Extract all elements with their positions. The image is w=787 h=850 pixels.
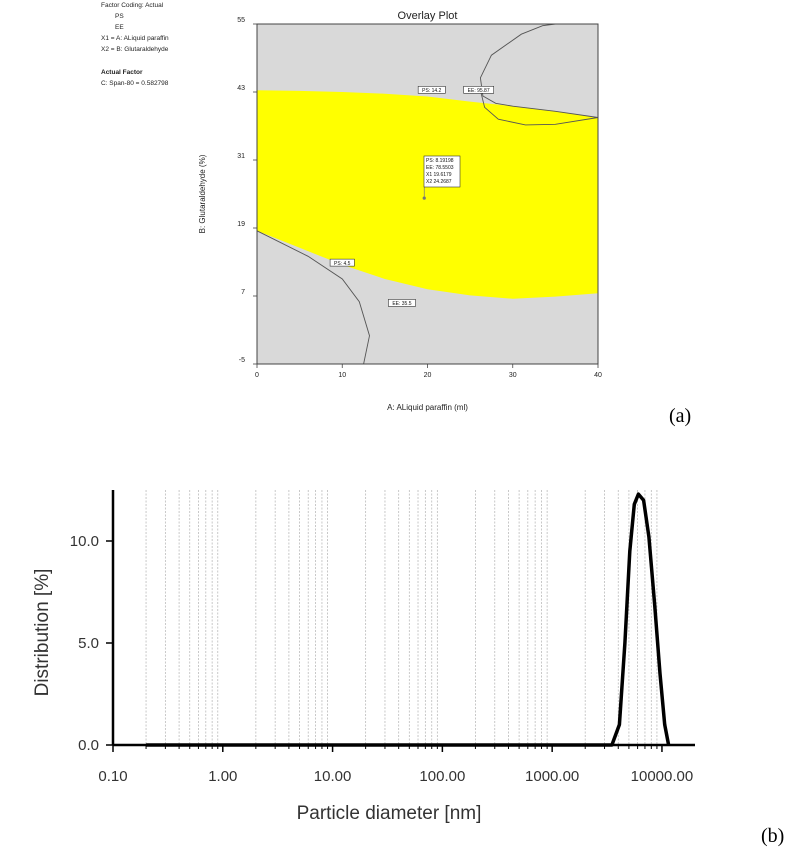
flag-line-1: EE: 78.5503 [426, 165, 454, 171]
y-tick-label-b-0: 0.0 [78, 737, 99, 754]
contour-label-box-3 [388, 299, 416, 307]
legend-x2: X2 = B: Glutaraldehyde [101, 46, 169, 53]
flag-box [423, 155, 461, 188]
distribution-plot: 0.10 1.00 10.00 100.00 1000.00 10000.00 0.0 5.0… [32, 490, 695, 824]
y-tick-label-a-5: 55 [237, 17, 245, 24]
flag-point [422, 196, 426, 200]
contour-line-1 [479, 90, 599, 126]
distribution-series-line [146, 492, 671, 747]
x-tick-label-b-0: 0.10 [98, 768, 127, 785]
flag-line-3: X2 24.2687 [426, 179, 452, 185]
contour-label-2: PS: 4.5 [334, 261, 351, 267]
chart-b-xlabel: Particle diameter [nm] [297, 803, 482, 824]
y-tick-label-a-4: 43 [237, 85, 245, 92]
legend-actual-value: C: Span-80 = 0.582798 [101, 80, 169, 87]
y-tick-label-a-0: -5 [239, 357, 245, 364]
flag-line-0: PS: 8.19198 [426, 158, 454, 164]
contour-label-3: EE: 35.5 [392, 301, 411, 307]
contour-line-2 [256, 230, 370, 365]
x-tick-label-b-2: 10.00 [314, 768, 352, 785]
y-tick-label-a-3: 31 [237, 153, 245, 160]
x-tick-label-a-2: 20 [424, 372, 432, 379]
y-tick-label-b-2: 10.0 [70, 533, 99, 550]
x-tick-label-b-3: 100.00 [419, 768, 465, 785]
x-tick-label-a-4: 40 [594, 372, 602, 379]
legend-x1: X1 = A: ALiquid paraffin [101, 35, 169, 42]
legend-response-ps: PS [115, 13, 124, 20]
x-tick-label-b-4: 1000.00 [525, 768, 579, 785]
chart-a-ylabel: B: Glutaraldehyde (%) [198, 154, 207, 233]
contour-label-0: PS: 14.2 [422, 88, 441, 94]
legend-factor-coding: Factor Coding: Actual [101, 2, 164, 9]
chart-a-xlabel: A: ALiquid paraffin (ml) [387, 403, 468, 412]
chart-b-ylabel: Distribution [%] [32, 569, 53, 697]
x-tick-label-a-3: 30 [509, 372, 517, 379]
y-tick-label-a-2: 19 [237, 221, 245, 228]
panel-label-b: (b) [761, 825, 785, 847]
legend-actual-heading: Actual Factor [101, 69, 143, 76]
x-tick-label-b-1: 1.00 [208, 768, 237, 785]
panel-label-a: (a) [669, 405, 692, 427]
x-tick-label-a-1: 10 [338, 372, 346, 379]
feasible-region [257, 90, 598, 299]
flag-line-2: X1 19.6179 [426, 172, 452, 178]
contour-label-1: EE: 95.87 [468, 88, 490, 94]
y-tick-label-b-1: 5.0 [78, 635, 99, 652]
overlay-plot: PS: 14.2 EE: 95.87 PS: 4.5 EE: 35.5 PS: 8.19… [198, 10, 602, 412]
chart-a-title: Overlay Plot [398, 10, 458, 22]
x-tick-label-a-0: 0 [255, 372, 259, 379]
contour-label-box-2 [329, 258, 355, 267]
contour-label-box-1 [463, 86, 495, 94]
y-tick-label-a-1: 7 [241, 289, 245, 296]
x-tick-label-b-5: 10000.00 [631, 768, 694, 785]
contour-label-box-0 [417, 86, 446, 94]
legend-response-ee: EE [115, 24, 124, 31]
